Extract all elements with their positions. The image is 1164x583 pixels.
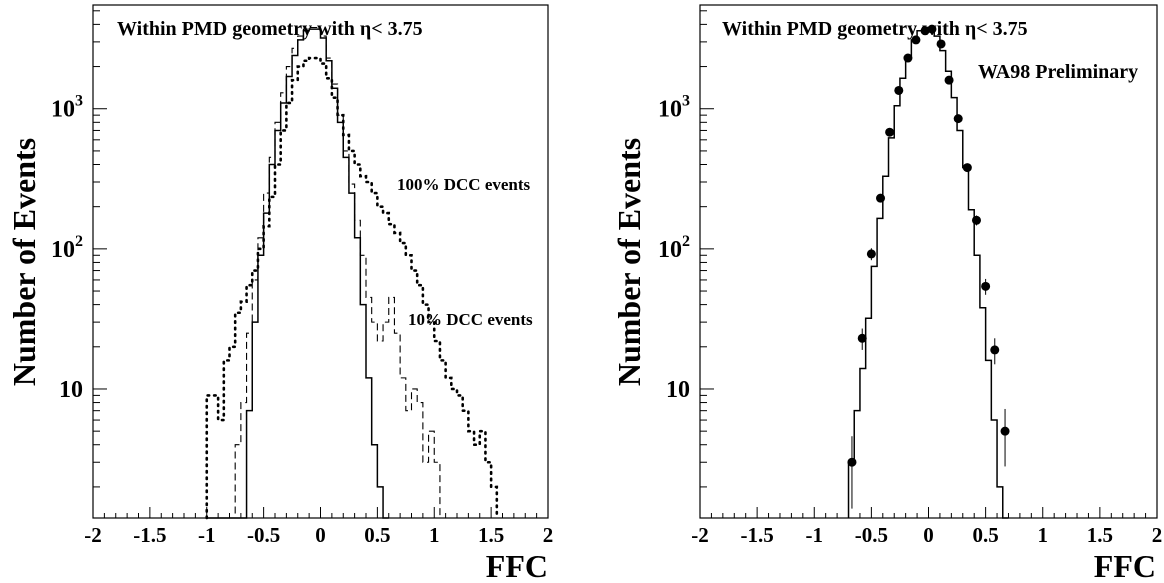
right-data-point — [857, 333, 867, 343]
left-x-tick-label: -1.5 — [133, 523, 166, 547]
left-x-tick-label: 1.5 — [478, 523, 504, 547]
right-data-point — [1000, 426, 1010, 436]
right-x-tick-label: 2 — [1152, 523, 1163, 547]
left-x-tick-label: 1 — [429, 523, 440, 547]
right-data-point — [876, 193, 886, 203]
right-data-point — [885, 127, 895, 137]
right-data-point — [944, 75, 954, 85]
left-x-tick-label: -2 — [84, 523, 102, 547]
left-x-tick-label: -1 — [198, 523, 216, 547]
right-data-point — [953, 114, 963, 124]
left-note: Within PMD geometry with η< 3.75 — [117, 18, 423, 40]
right-data-point — [927, 24, 937, 34]
left-y-tick-label: 103 — [51, 93, 83, 123]
right-x-tick-label: -2 — [691, 523, 709, 547]
right-x-tick-label: 1 — [1038, 523, 1049, 547]
right-x-tick-label: 0.5 — [973, 523, 999, 547]
right-data-point — [981, 281, 991, 291]
left-annotation-10: 10% DCC events — [408, 310, 533, 329]
left-series-dotted — [205, 56, 499, 520]
left-y-tick-label: 102 — [51, 233, 83, 263]
left-x-tick-label: 0 — [315, 523, 326, 547]
right-x-tick-label: -0.5 — [855, 523, 888, 547]
left-x-axis-title: FFC — [486, 548, 548, 583]
right-y-tick-label: 10 — [666, 377, 690, 403]
right-x-tick-label: -1 — [806, 523, 824, 547]
right-data-point — [971, 215, 981, 225]
right-data-point — [990, 345, 1000, 355]
right-data-point — [866, 249, 876, 259]
right-x-tick-label: 0 — [923, 523, 934, 547]
right-x-tick-label: 1.5 — [1087, 523, 1113, 547]
right-y-tick-label: 102 — [658, 233, 690, 263]
right-x-tick-label: -1.5 — [741, 523, 774, 547]
right-panel: Within PMD geometry with η< 3.75 WA98 Pr… — [611, 4, 1163, 583]
right-data-point — [936, 39, 946, 49]
left-x-tick-label: 0.5 — [364, 523, 390, 547]
right-data-point — [903, 53, 913, 63]
right-data-point — [962, 163, 972, 173]
right-data-point — [911, 35, 921, 45]
left-panel: Within PMD geometry with η< 3.75 100% DC… — [6, 4, 554, 583]
right-data-point — [894, 85, 904, 95]
right-note: Within PMD geometry with η< 3.75 — [722, 18, 1028, 40]
right-data-point — [847, 457, 857, 467]
left-series-solid — [206, 28, 389, 519]
right-data-point — [920, 26, 930, 36]
right-y-axis-title: Number of Events — [611, 138, 647, 386]
left-x-tick-label: 2 — [543, 523, 554, 547]
right-annotation: WA98 Preliminary — [978, 61, 1138, 83]
right-x-axis-title: FFC — [1094, 548, 1156, 583]
left-annotation-100: 100% DCC events — [397, 175, 531, 194]
right-series-solid — [847, 26, 1009, 519]
left-series-dashed — [206, 26, 441, 519]
left-y-axis-title: Number of Events — [6, 138, 42, 386]
left-x-tick-label: -0.5 — [247, 523, 280, 547]
right-y-tick-label: 103 — [658, 93, 690, 123]
left-y-tick-label: 10 — [59, 377, 83, 403]
